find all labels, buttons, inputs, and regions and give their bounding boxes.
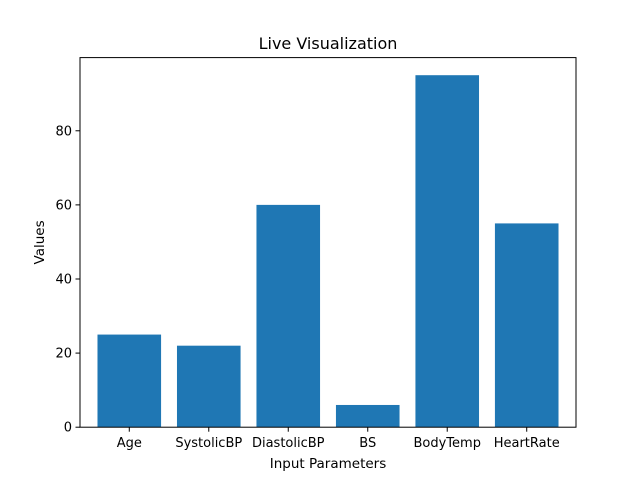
- plot-frame: [79, 57, 577, 428]
- chart-title: Live Visualization: [259, 34, 398, 53]
- y-tick-label: 40: [55, 272, 72, 287]
- y-tick-label: 60: [55, 198, 72, 213]
- bar-diastolicbp: [256, 204, 321, 428]
- x-tick-label: SystolicBP: [175, 436, 242, 451]
- bar-heartrate: [494, 223, 559, 428]
- bar-bodytemp: [415, 75, 480, 428]
- bar-systolicbp: [176, 345, 241, 428]
- bars-layer: [97, 75, 559, 428]
- bar-bs: [335, 404, 400, 428]
- x-tick-label: BS: [359, 436, 376, 451]
- ticks-layer: Age SystolicBP DiastolicBP BS BodyTemp HeartR…: [55, 124, 559, 451]
- y-tick-label: 0: [64, 421, 72, 436]
- x-tick-label: DiastolicBP: [252, 436, 325, 451]
- x-tick-label: HeartRate: [494, 436, 560, 451]
- x-axis-label: Input Parameters: [270, 456, 387, 472]
- x-tick-label: Age: [117, 436, 142, 451]
- y-tick-label: 20: [55, 347, 72, 362]
- bar-age: [97, 334, 162, 428]
- y-tick-label: 80: [55, 124, 72, 139]
- x-tick-label: BodyTemp: [413, 436, 480, 451]
- y-axis-label: Values: [32, 220, 48, 264]
